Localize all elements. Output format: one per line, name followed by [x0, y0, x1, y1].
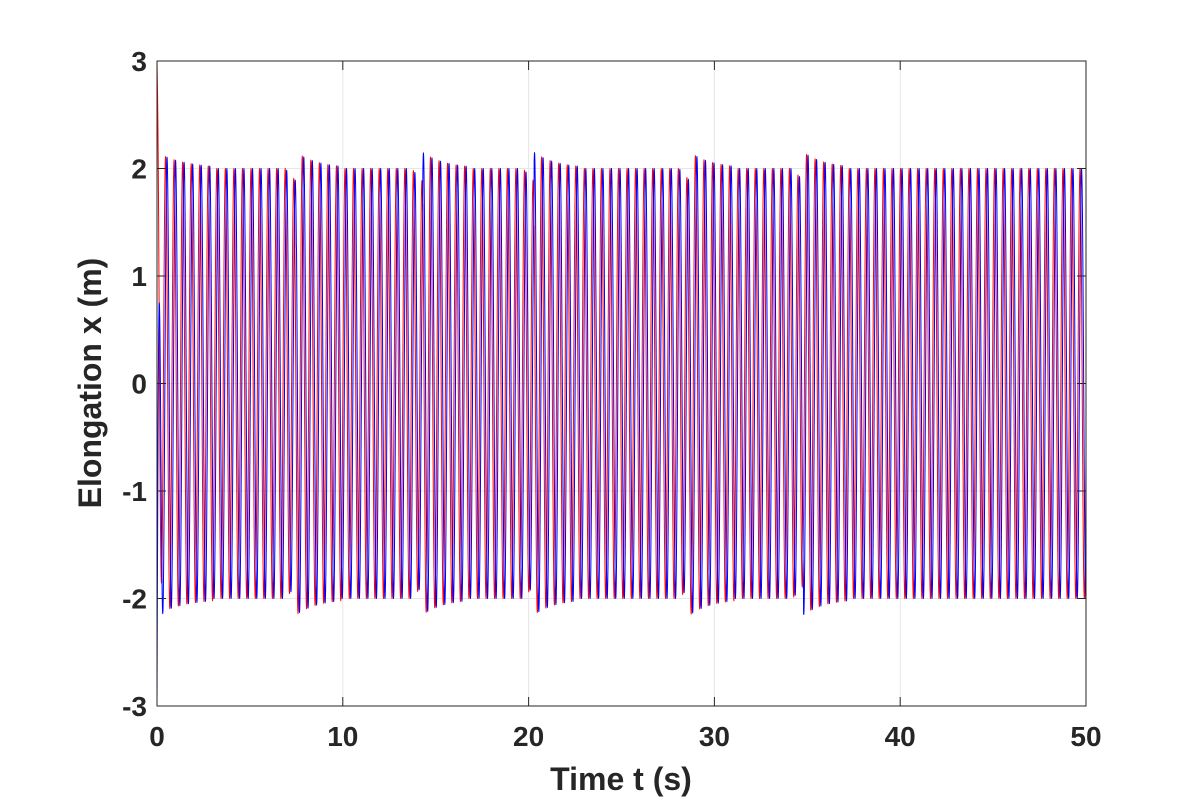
plot-area — [157, 61, 1086, 706]
y-tick-label: 1 — [131, 261, 147, 292]
series-line-2 — [157, 152, 1086, 706]
x-tick-label: 40 — [885, 721, 916, 752]
x-tick-label: 10 — [327, 721, 358, 752]
x-tick-labels: 0 10 20 30 40 50 — [149, 721, 1101, 752]
y-axis-title: Elongation x (m) — [72, 258, 108, 509]
y-tick-label: 0 — [131, 369, 147, 400]
y-tick-label: 3 — [131, 46, 147, 77]
x-tick-label: 30 — [699, 721, 730, 752]
y-tick-label: 2 — [131, 154, 147, 185]
y-tick-label: -3 — [122, 691, 147, 722]
y-tick-labels: -3 -2 -1 0 1 2 3 — [122, 46, 147, 722]
x-tick-label: 0 — [149, 721, 165, 752]
y-tick-label: -1 — [122, 476, 147, 507]
x-axis-title: Time t (s) — [550, 761, 692, 797]
y-tick-label: -2 — [122, 584, 147, 615]
series-layer — [157, 61, 1086, 706]
ticks — [156, 60, 1087, 707]
x-tick-label: 20 — [513, 721, 544, 752]
x-tick-label: 50 — [1070, 721, 1101, 752]
